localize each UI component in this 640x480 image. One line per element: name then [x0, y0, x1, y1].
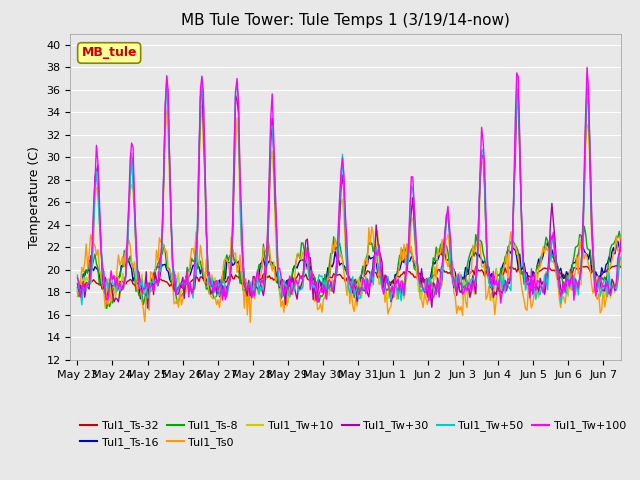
Tul1_Tw+30 [144, 305, 152, 311]
Line: Tul1_Tw+50: Tul1_Tw+50 [77, 75, 638, 305]
Tul1_Ts-32 [111, 285, 119, 290]
Tul1_Tw+50 [634, 293, 640, 299]
Tul1_Tw+50 [94, 191, 102, 196]
Tul1_Ts-32 [558, 275, 566, 280]
Tul1_Ts-16 [614, 239, 621, 244]
Tul1_Tw+100 [362, 291, 370, 297]
Tul1_Ts-32 [364, 268, 371, 274]
Line: Tul1_Tw+30: Tul1_Tw+30 [77, 82, 638, 308]
Tul1_Tw+50 [560, 290, 568, 296]
Tul1_Ts-16 [74, 289, 81, 295]
Tul1_Ts-16 [364, 262, 371, 267]
Tul1_Ts-8 [93, 261, 100, 266]
Tul1_Tw+10 [633, 289, 640, 295]
Tul1_Tw+100 [74, 275, 81, 281]
Tul1_Tw+30 [74, 281, 81, 287]
Y-axis label: Temperature (C): Temperature (C) [28, 146, 41, 248]
Tul1_Ts-16 [93, 265, 100, 271]
Tul1_Tw+10 [634, 288, 640, 294]
Title: MB Tule Tower: Tule Temps 1 (3/19/14-now): MB Tule Tower: Tule Temps 1 (3/19/14-now… [181, 13, 510, 28]
Line: Tul1_Ts-8: Tul1_Ts-8 [77, 226, 638, 309]
Tul1_Tw+50 [633, 289, 640, 295]
Tul1_Ts-8 [74, 286, 81, 292]
Tul1_Ts-8 [111, 290, 119, 296]
Tul1_Tw+30 [560, 280, 568, 286]
Tul1_Tw+50 [365, 281, 372, 287]
Tul1_Ts-32 [93, 280, 100, 286]
Line: Tul1_Tw+10: Tul1_Tw+10 [77, 104, 638, 304]
Tul1_Tw+30 [476, 176, 484, 181]
Tul1_Ts-8 [580, 223, 588, 229]
Tul1_Tw+100 [497, 300, 504, 306]
Line: Tul1_Ts0: Tul1_Ts0 [77, 227, 638, 322]
Tul1_Tw+10 [74, 289, 81, 295]
Tul1_Tw+100 [558, 288, 566, 293]
Tul1_Ts-16 [634, 267, 640, 273]
Tul1_Ts0 [246, 319, 254, 325]
Tul1_Ts0 [93, 252, 100, 258]
Tul1_Ts-32 [633, 274, 640, 280]
Tul1_Tw+30 [110, 299, 118, 305]
Line: Tul1_Tw+100: Tul1_Tw+100 [77, 67, 638, 303]
Text: MB_tule: MB_tule [81, 47, 137, 60]
Tul1_Ts0 [476, 240, 484, 246]
Tul1_Tw+50 [476, 172, 484, 178]
Tul1_Tw+50 [111, 279, 119, 285]
Legend: Tul1_Ts-32, Tul1_Ts-16, Tul1_Ts-8, Tul1_Ts0, Tul1_Tw+10, Tul1_Tw+30, Tul1_Tw+50,: Tul1_Ts-32, Tul1_Ts-16, Tul1_Ts-8, Tul1_… [76, 416, 630, 452]
Tul1_Ts0 [364, 262, 371, 267]
Tul1_Tw+100 [633, 288, 640, 294]
Tul1_Ts-32 [616, 262, 623, 268]
Tul1_Tw+10 [558, 290, 566, 296]
Tul1_Tw+100 [93, 143, 100, 148]
Tul1_Tw+10 [110, 282, 118, 288]
Tul1_Tw+100 [583, 64, 591, 70]
Line: Tul1_Ts-32: Tul1_Ts-32 [77, 265, 638, 294]
Tul1_Tw+100 [474, 262, 481, 267]
Tul1_Tw+10 [362, 277, 370, 283]
Tul1_Ts-16 [136, 296, 144, 301]
Tul1_Tw+10 [624, 301, 632, 307]
Tul1_Ts-32 [634, 271, 640, 277]
Tul1_Tw+30 [93, 169, 100, 175]
Tul1_Tw+50 [163, 72, 171, 78]
Tul1_Tw+30 [634, 292, 640, 298]
Tul1_Ts-8 [634, 284, 640, 289]
Line: Tul1_Ts-16: Tul1_Ts-16 [77, 241, 638, 299]
Tul1_Ts-16 [110, 288, 118, 294]
Tul1_Tw+30 [163, 79, 171, 85]
Tul1_Ts-16 [633, 270, 640, 276]
Tul1_Tw+10 [515, 101, 522, 107]
Tul1_Tw+30 [633, 276, 640, 282]
Tul1_Ts-16 [558, 272, 566, 278]
Tul1_Ts-8 [364, 252, 371, 257]
Tul1_Ts-16 [475, 251, 483, 257]
Tul1_Ts0 [634, 306, 640, 312]
Tul1_Ts-8 [633, 278, 640, 284]
Tul1_Tw+50 [74, 272, 81, 278]
Tul1_Tw+30 [365, 294, 372, 300]
Tul1_Tw+10 [474, 253, 481, 259]
Tul1_Tw+100 [110, 273, 118, 278]
Tul1_Ts0 [560, 294, 568, 300]
Tul1_Tw+50 [78, 302, 86, 308]
Tul1_Ts-32 [103, 291, 111, 297]
Tul1_Ts0 [633, 301, 640, 307]
Tul1_Ts0 [368, 224, 376, 230]
Tul1_Ts-32 [74, 285, 81, 290]
Tul1_Ts0 [74, 294, 81, 300]
Tul1_Tw+100 [634, 287, 640, 292]
Tul1_Ts-8 [103, 306, 111, 312]
Tul1_Ts-8 [558, 276, 566, 282]
Tul1_Ts-8 [475, 238, 483, 244]
Tul1_Ts0 [110, 288, 118, 294]
Tul1_Tw+10 [93, 185, 100, 191]
Tul1_Ts-32 [475, 268, 483, 274]
